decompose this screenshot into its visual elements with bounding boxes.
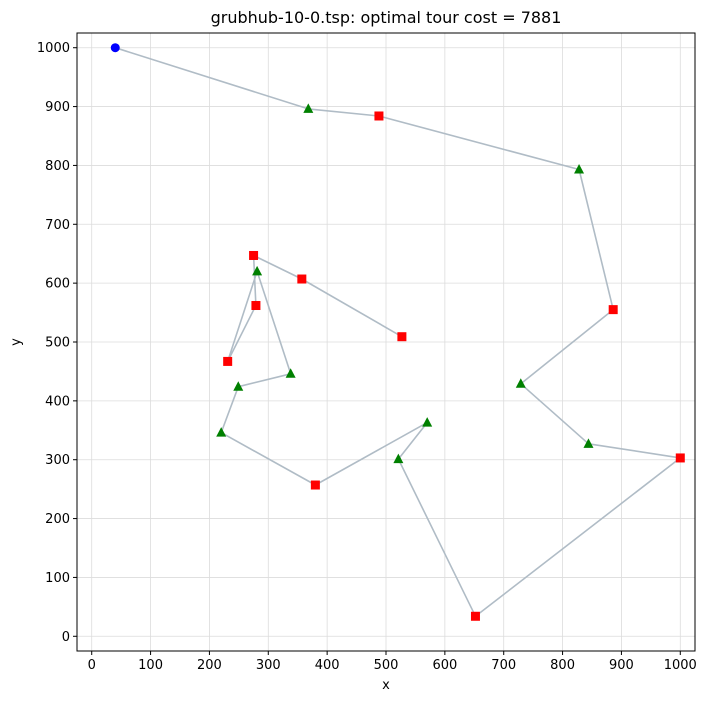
dropoff-point [223, 356, 233, 366]
x-axis-ticks: 0 100 200 300 400 500 600 700 800 900 1000 [88, 651, 697, 673]
x-tick-label: 400 [315, 658, 340, 673]
x-tick-label: 500 [374, 658, 399, 673]
pickup-point [393, 453, 404, 464]
y-tick-label: 400 [45, 394, 70, 409]
y-tick-label: 200 [45, 512, 70, 527]
dropoff-point [310, 480, 320, 490]
y-tick-label: 0 [62, 630, 70, 645]
depot-point [110, 43, 120, 53]
x-tick-label: 700 [491, 658, 516, 673]
y-tick-label: 600 [45, 277, 70, 292]
dropoff-point [397, 332, 407, 342]
markers [110, 43, 685, 621]
x-tick-label: 600 [432, 658, 457, 673]
grid [77, 33, 695, 651]
dropoff-point [374, 111, 384, 121]
pickup-point [233, 381, 244, 391]
pickup-point [252, 265, 263, 276]
dropoff-point [249, 250, 259, 260]
pickup-point [216, 427, 227, 437]
pickup-point [285, 368, 296, 378]
y-tick-label: 100 [45, 571, 70, 586]
pickup-point [574, 164, 585, 174]
dropoff-point [470, 611, 480, 621]
y-tick-label: 800 [45, 159, 70, 174]
x-tick-label: 0 [88, 658, 96, 673]
y-tick-label: 700 [45, 218, 70, 233]
y-axis-label: y [9, 338, 24, 346]
dropoff-point [675, 453, 685, 463]
x-axis-label: x [382, 678, 390, 693]
x-tick-label: 900 [609, 658, 634, 673]
pickup-point [583, 438, 594, 448]
pickup-point [303, 103, 314, 113]
y-tick-label: 1000 [37, 41, 70, 56]
y-tick-label: 300 [45, 453, 70, 468]
y-tick-label: 900 [45, 100, 70, 115]
x-tick-label: 100 [138, 658, 163, 673]
dropoff-point [297, 274, 307, 284]
x-tick-label: 200 [197, 658, 222, 673]
y-tick-label: 500 [45, 336, 70, 351]
chart-title: grubhub-10-0.tsp: optimal tour cost = 78… [211, 8, 562, 27]
x-tick-label: 800 [550, 658, 575, 673]
dropoff-point [608, 305, 618, 315]
pickup-point [422, 417, 433, 427]
x-tick-label: 300 [256, 658, 281, 673]
dropoff-point [251, 301, 261, 311]
y-axis-ticks: 0 100 200 300 400 500 600 700 800 900 1000 [37, 41, 77, 645]
x-tick-label: 1000 [664, 658, 697, 673]
pickup-point [515, 378, 526, 388]
